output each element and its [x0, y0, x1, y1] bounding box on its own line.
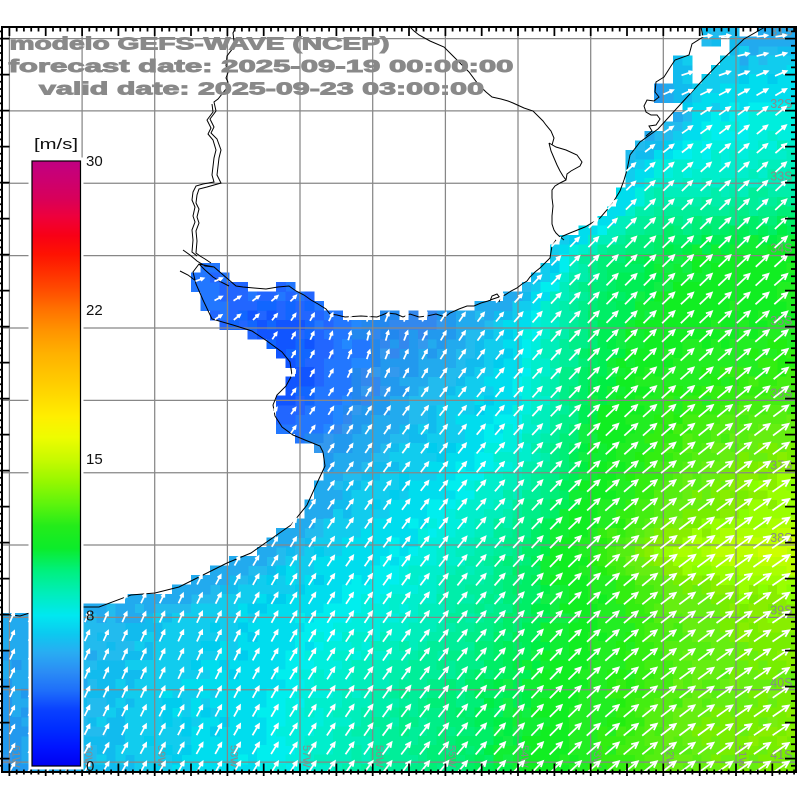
svg-text:57W: 57W [300, 745, 312, 768]
svg-text:35S: 35S [770, 314, 792, 328]
svg-text:forecast date: 2025-09-19 00:0: forecast date: 2025-09-19 00:00:00 [9, 56, 514, 76]
svg-text:33S: 33S [770, 169, 792, 183]
svg-text:15: 15 [86, 451, 103, 468]
svg-text:valid date: 2025-09-23 03:00:0: valid date: 2025-09-23 03:00:00 [39, 79, 484, 99]
svg-text:30: 30 [86, 153, 103, 170]
svg-text:[m/s]: [m/s] [34, 136, 78, 153]
svg-text:61W: 61W [10, 745, 22, 768]
svg-text:32S: 32S [770, 97, 792, 111]
svg-text:0: 0 [86, 758, 94, 775]
svg-text:34S: 34S [770, 242, 792, 256]
svg-text:41S: 41S [770, 748, 792, 762]
svg-text:8: 8 [86, 608, 94, 625]
svg-text:modelo GEFS-WAVE (NCEP): modelo GEFS-WAVE (NCEP) [10, 34, 390, 54]
svg-text:22: 22 [86, 302, 103, 319]
svg-text:56W: 56W [373, 745, 385, 768]
